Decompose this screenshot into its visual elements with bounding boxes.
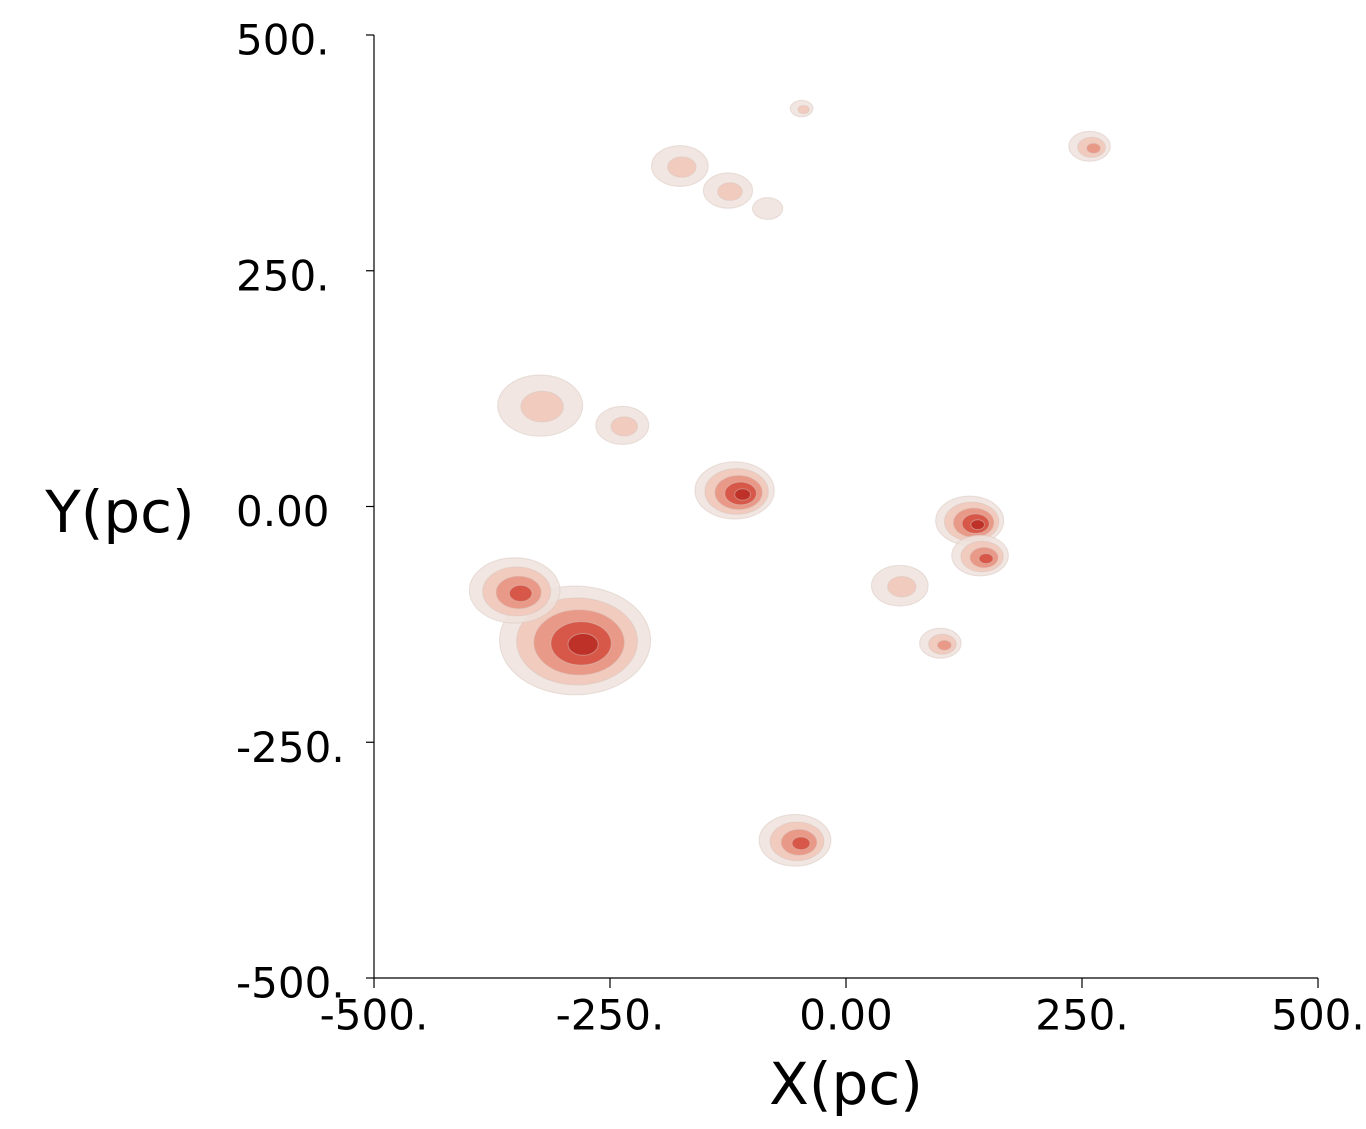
y-axis-title: Y(pc) [44,478,194,546]
y-tick-label: 0.00 [236,487,330,536]
cloud [870,564,929,607]
cloud [758,813,832,867]
y-tick-label: -250. [236,723,345,772]
x-tick-label: 500. [1271,991,1365,1040]
contour-shell [717,182,743,201]
contour-shell [667,156,697,178]
cloud [752,197,784,220]
x-tick-label: 0.00 [799,991,893,1040]
y-tick-label: 500. [236,16,330,65]
cloud [468,557,561,624]
contour-shell [1086,142,1101,154]
cloud [595,405,650,445]
cloud [919,627,962,659]
contour-shell [887,576,917,598]
contour-shell [791,836,811,851]
contour-shell [567,633,599,656]
cloud [951,534,1009,577]
y-tick-label: -500. [236,959,345,1008]
contour-shell [752,197,784,220]
cloud [789,99,814,118]
x-tick-label: -250. [556,991,665,1040]
y-tick-label: 250. [236,251,330,300]
x-tick-label: -500. [320,991,429,1040]
cloud [497,374,584,437]
cloud [694,461,775,520]
cloud [935,495,1005,546]
contour-shell [508,584,533,603]
contour-shell [970,519,985,531]
contour-shell [936,639,952,651]
cloud [702,172,754,209]
contour-shell [978,552,994,565]
cloud [651,145,709,187]
contour-shell [734,488,752,501]
x-axis-title: X(pc) [769,1050,923,1118]
x-tick-label: 250. [1035,991,1129,1040]
contour-shell [520,390,564,423]
contour-shell [797,104,810,115]
cloud [1068,130,1111,162]
contour-shell [610,416,638,437]
